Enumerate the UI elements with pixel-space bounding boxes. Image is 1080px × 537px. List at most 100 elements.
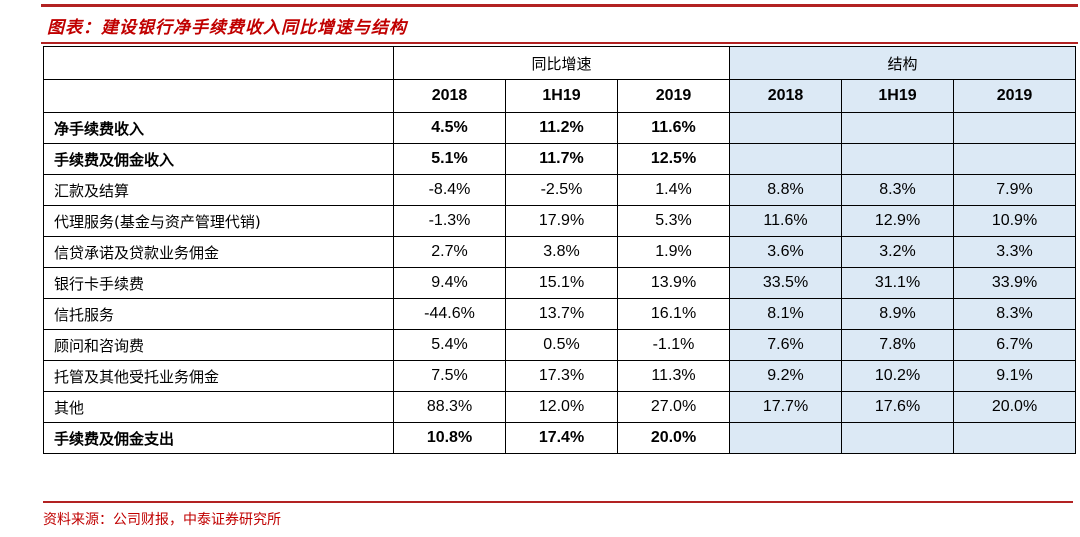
structure-cell: 17.6% [841, 391, 954, 423]
structure-group-header: 结构 [729, 46, 1076, 80]
structure-cell [953, 143, 1076, 175]
row-label: 托管及其他受托业务佣金 [43, 360, 394, 392]
table-row: 其他 88.3% 12.0% 27.0% 17.7% 17.6% 20.0% [43, 391, 1076, 423]
growth-cell: 20.0% [617, 422, 730, 454]
structure-cell: 17.7% [729, 391, 842, 423]
growth-cell: 15.1% [505, 267, 618, 299]
growth-cell: 17.9% [505, 205, 618, 237]
growth-cell: -1.3% [393, 205, 506, 237]
growth-cell: 3.8% [505, 236, 618, 268]
growth-cell: 2.7% [393, 236, 506, 268]
growth-group-header: 同比增速 [393, 46, 730, 80]
corner-cell [43, 46, 394, 80]
growth-cell: 7.5% [393, 360, 506, 392]
growth-cell: 9.4% [393, 267, 506, 299]
structure-cell [953, 422, 1076, 454]
table-row: 信贷承诺及贷款业务佣金 2.7% 3.8% 1.9% 3.6% 3.2% 3.3% [43, 236, 1076, 268]
growth-cell: 10.8% [393, 422, 506, 454]
structure-cell: 33.9% [953, 267, 1076, 299]
growth-cell: 12.5% [617, 143, 730, 175]
structure-cell: 8.9% [841, 298, 954, 330]
structure-cell: 7.8% [841, 329, 954, 361]
table-row: 汇款及结算 -8.4% -2.5% 1.4% 8.8% 8.3% 7.9% [43, 174, 1076, 206]
year-header: 2019 [617, 79, 730, 113]
structure-cell: 10.9% [953, 205, 1076, 237]
data-table: 同比增速 结构 2018 1H19 2019 2018 1H19 2019 净手… [43, 46, 1076, 454]
year-header-row: 2018 1H19 2019 2018 1H19 2019 [43, 79, 1076, 113]
growth-cell: 5.1% [393, 143, 506, 175]
year-header: 2018 [729, 79, 842, 113]
growth-cell: 11.7% [505, 143, 618, 175]
growth-cell: 5.3% [617, 205, 730, 237]
title-bar: 图表：建设银行净手续费收入同比增速与结构 [41, 4, 1078, 44]
growth-cell: 13.9% [617, 267, 730, 299]
table-row: 信托服务 -44.6% 13.7% 16.1% 8.1% 8.9% 8.3% [43, 298, 1076, 330]
row-label: 信托服务 [43, 298, 394, 330]
growth-cell: 16.1% [617, 298, 730, 330]
growth-cell: -2.5% [505, 174, 618, 206]
structure-cell: 11.6% [729, 205, 842, 237]
growth-cell: 11.6% [617, 112, 730, 144]
structure-cell: 33.5% [729, 267, 842, 299]
growth-cell: 11.3% [617, 360, 730, 392]
structure-cell: 31.1% [841, 267, 954, 299]
structure-cell: 6.7% [953, 329, 1076, 361]
structure-cell [729, 422, 842, 454]
growth-cell: 4.5% [393, 112, 506, 144]
structure-cell: 3.2% [841, 236, 954, 268]
structure-cell: 7.6% [729, 329, 842, 361]
row-label: 手续费及佣金支出 [43, 422, 394, 454]
growth-cell: 13.7% [505, 298, 618, 330]
year-header: 2019 [953, 79, 1076, 113]
row-label: 汇款及结算 [43, 174, 394, 206]
year-header: 1H19 [505, 79, 618, 113]
structure-cell [841, 143, 954, 175]
growth-cell: -44.6% [393, 298, 506, 330]
structure-cell [953, 112, 1076, 144]
row-label: 净手续费收入 [43, 112, 394, 144]
structure-cell [729, 112, 842, 144]
row-label: 代理服务(基金与资产管理代销) [43, 205, 394, 237]
row-label: 银行卡手续费 [43, 267, 394, 299]
structure-cell: 10.2% [841, 360, 954, 392]
row-label: 其他 [43, 391, 394, 423]
growth-cell: 1.9% [617, 236, 730, 268]
table-row: 托管及其他受托业务佣金 7.5% 17.3% 11.3% 9.2% 10.2% 9.1% [43, 360, 1076, 392]
structure-cell: 8.8% [729, 174, 842, 206]
structure-cell: 7.9% [953, 174, 1076, 206]
corner-cell [43, 79, 394, 113]
structure-cell: 12.9% [841, 205, 954, 237]
table-row: 手续费及佣金支出 10.8% 17.4% 20.0% [43, 422, 1076, 454]
growth-cell: 0.5% [505, 329, 618, 361]
structure-cell: 8.3% [841, 174, 954, 206]
growth-cell: 5.4% [393, 329, 506, 361]
table-row: 代理服务(基金与资产管理代销) -1.3% 17.9% 5.3% 11.6% 12.9% 1… [43, 205, 1076, 237]
growth-cell: 11.2% [505, 112, 618, 144]
growth-cell: 1.4% [617, 174, 730, 206]
structure-cell: 9.2% [729, 360, 842, 392]
table-row: 净手续费收入 4.5% 11.2% 11.6% [43, 112, 1076, 144]
row-label: 信贷承诺及贷款业务佣金 [43, 236, 394, 268]
row-label: 顾问和咨询费 [43, 329, 394, 361]
group-header-row: 同比增速 结构 [43, 46, 1076, 80]
growth-cell: 88.3% [393, 391, 506, 423]
row-label: 手续费及佣金收入 [43, 143, 394, 175]
structure-cell [841, 112, 954, 144]
year-header: 2018 [393, 79, 506, 113]
growth-cell: 12.0% [505, 391, 618, 423]
structure-cell: 8.1% [729, 298, 842, 330]
structure-cell: 3.3% [953, 236, 1076, 268]
structure-cell [841, 422, 954, 454]
table-row: 顾问和咨询费 5.4% 0.5% -1.1% 7.6% 7.8% 6.7% [43, 329, 1076, 361]
structure-cell: 20.0% [953, 391, 1076, 423]
growth-cell: 17.4% [505, 422, 618, 454]
table-row: 银行卡手续费 9.4% 15.1% 13.9% 33.5% 31.1% 33.9% [43, 267, 1076, 299]
structure-cell: 3.6% [729, 236, 842, 268]
structure-cell [729, 143, 842, 175]
source-note: 资料来源：公司财报，中泰证券研究所 [43, 501, 1073, 529]
structure-cell: 8.3% [953, 298, 1076, 330]
growth-cell: 17.3% [505, 360, 618, 392]
page-title: 图表：建设银行净手续费收入同比增速与结构 [47, 18, 407, 38]
growth-cell: -1.1% [617, 329, 730, 361]
growth-cell: -8.4% [393, 174, 506, 206]
